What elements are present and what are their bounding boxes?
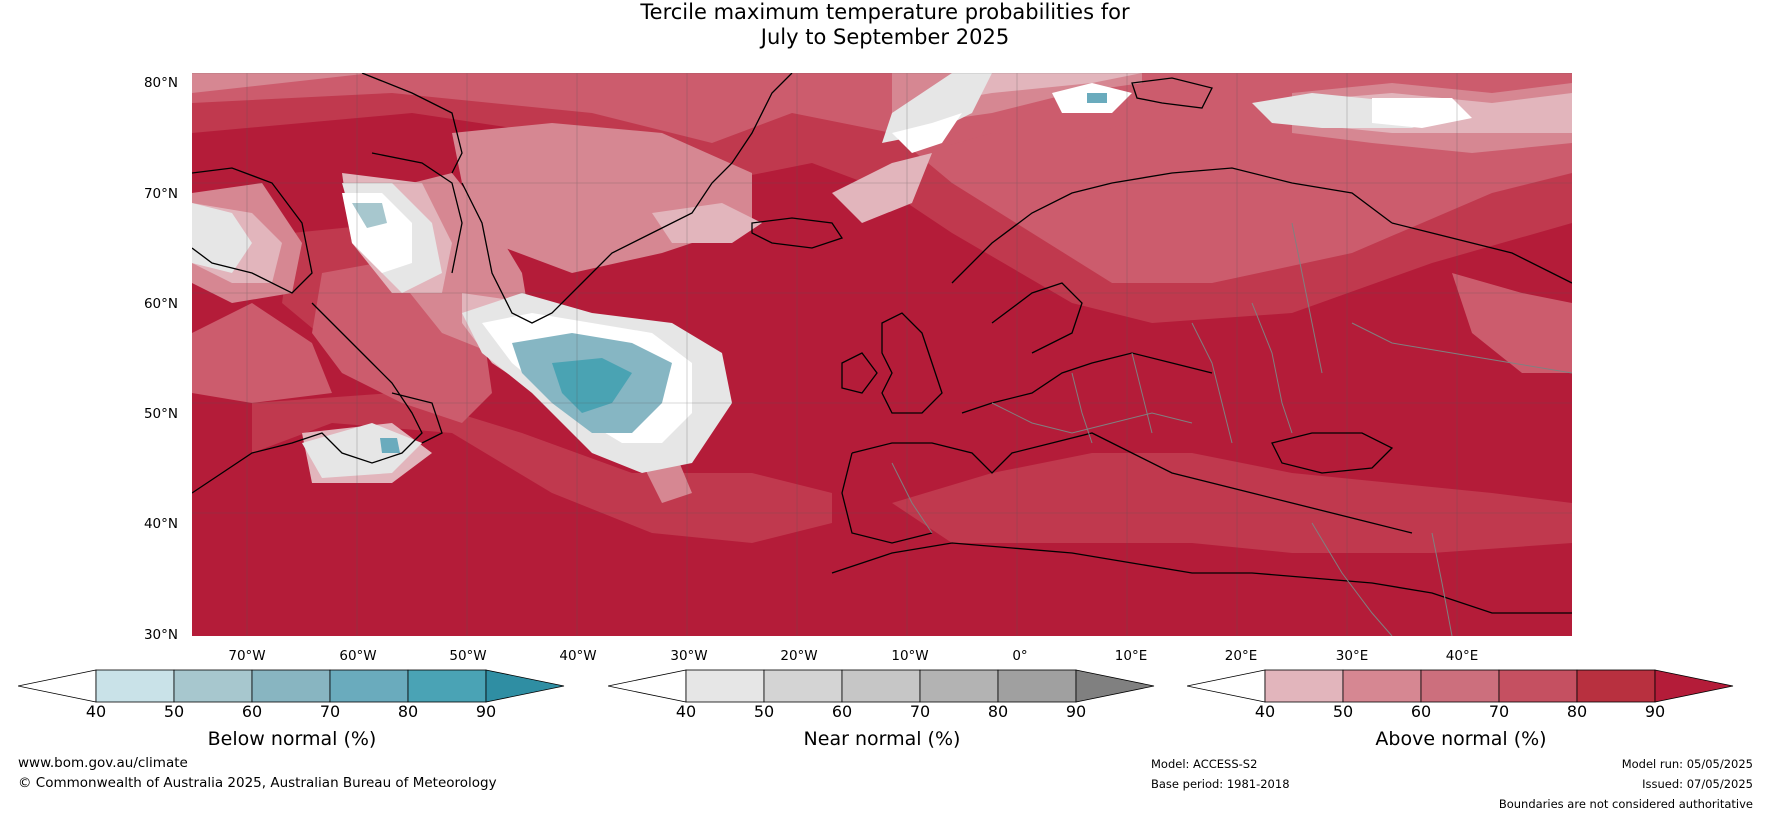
legend-below-normal-colorbar [18,669,565,703]
legend-near-segment-70 [919,669,999,703]
legend-below-segment-80 [407,669,487,703]
legend-below-title: Below normal (%) [207,728,377,750]
lat-label-80n: 80°N [143,75,178,91]
probability-map [192,73,1572,636]
legend-above-segment-70 [1498,669,1578,703]
map-title: Tercile maximum temperature probabilitie… [0,0,1770,50]
legend-near-segment-50 [763,669,843,703]
lon-label-20w: 20°W [780,648,818,664]
lon-label-10w: 10°W [891,648,929,664]
legend-below-tick: 90 [475,702,497,721]
legend-above-tick: 50 [1332,702,1354,721]
footer-website: www.bom.gov.au/climate [18,755,188,771]
legend-above-segment-40 [1264,669,1344,703]
legend-below-tick: 60 [241,702,263,721]
lat-label-70n: 70°N [143,186,178,202]
legend-near-segment-40 [685,669,765,703]
footer-issued: Issued: 07/05/2025 [1642,777,1753,791]
footer-disclaimer: Boundaries are not considered authoritat… [1498,797,1753,811]
legend-above-segment-50 [1342,669,1422,703]
lat-label-50n: 50°N [143,406,178,422]
lat-label-60n: 60°N [143,296,178,312]
lon-label-10e: 10°E [1114,648,1148,664]
title-line2: July to September 2025 [760,25,1010,49]
legend-near-tick: 50 [753,702,775,721]
footer-copyright: © Commonwealth of Australia 2025, Austra… [18,775,497,791]
legend-near-low-triangle [608,669,687,703]
legend-near-tick: 40 [675,702,697,721]
lon-label-0: 0° [1012,648,1028,664]
footer-base-period: Base period: 1981-2018 [1151,777,1290,791]
legend-below-segment-60 [251,669,331,703]
title-line1: Tercile maximum temperature probabilitie… [640,0,1130,24]
legend-below-low-triangle [18,669,97,703]
lon-label-30w: 30°W [670,648,708,664]
legend-below-tick: 40 [85,702,107,721]
footer-model: Model: ACCESS-S2 [1151,757,1258,771]
legend-near-tick: 70 [909,702,931,721]
lon-label-20e: 20°E [1224,648,1258,664]
legend-above-segment-60 [1420,669,1500,703]
country-borders [891,222,1572,636]
legend-below-segment-50 [173,669,253,703]
legend-above-tick: 80 [1566,702,1588,721]
lat-label-30n: 30°N [143,627,178,643]
lon-label-30e: 30°E [1335,648,1369,664]
legend-below-tick: 50 [163,702,185,721]
legend-above-tick: 70 [1488,702,1510,721]
legend-below-high-triangle [485,669,565,703]
map-canvas [192,73,1572,636]
prob-zone-below-normal [352,93,1107,453]
legend-below-tick: 70 [319,702,341,721]
lon-label-70w: 70°W [228,648,266,664]
lon-label-40e: 40°E [1445,648,1479,664]
lon-label-50w: 50°W [449,648,487,664]
legend-above-normal-colorbar [1187,669,1734,703]
coastlines [192,73,1572,614]
footer-model-run: Model run: 05/05/2025 [1621,757,1753,771]
lon-label-40w: 40°W [559,648,597,664]
legend-below-segment-70 [329,669,409,703]
lat-label-40n: 40°N [143,516,178,532]
legend-above-tick: 60 [1410,702,1432,721]
legend-below-tick: 80 [397,702,419,721]
legend-near-segment-80 [997,669,1077,703]
legend-above-high-triangle [1654,669,1734,703]
legend-near-segment-60 [841,669,921,703]
legend-near-tick: 80 [987,702,1009,721]
legend-above-tick: 90 [1644,702,1666,721]
legend-above-segment-80 [1576,669,1656,703]
legend-above-low-triangle [1187,669,1266,703]
legend-above-tick: 40 [1254,702,1276,721]
legend-below-segment-40 [95,669,175,703]
lon-label-60w: 60°W [339,648,377,664]
legend-near-high-triangle [1075,669,1155,703]
legend-near-tick: 90 [1065,702,1087,721]
legend-near-normal-colorbar [608,669,1155,703]
legend-near-title: Near normal (%) [803,728,961,750]
legend-near-tick: 60 [831,702,853,721]
legend-above-title: Above normal (%) [1375,728,1547,750]
